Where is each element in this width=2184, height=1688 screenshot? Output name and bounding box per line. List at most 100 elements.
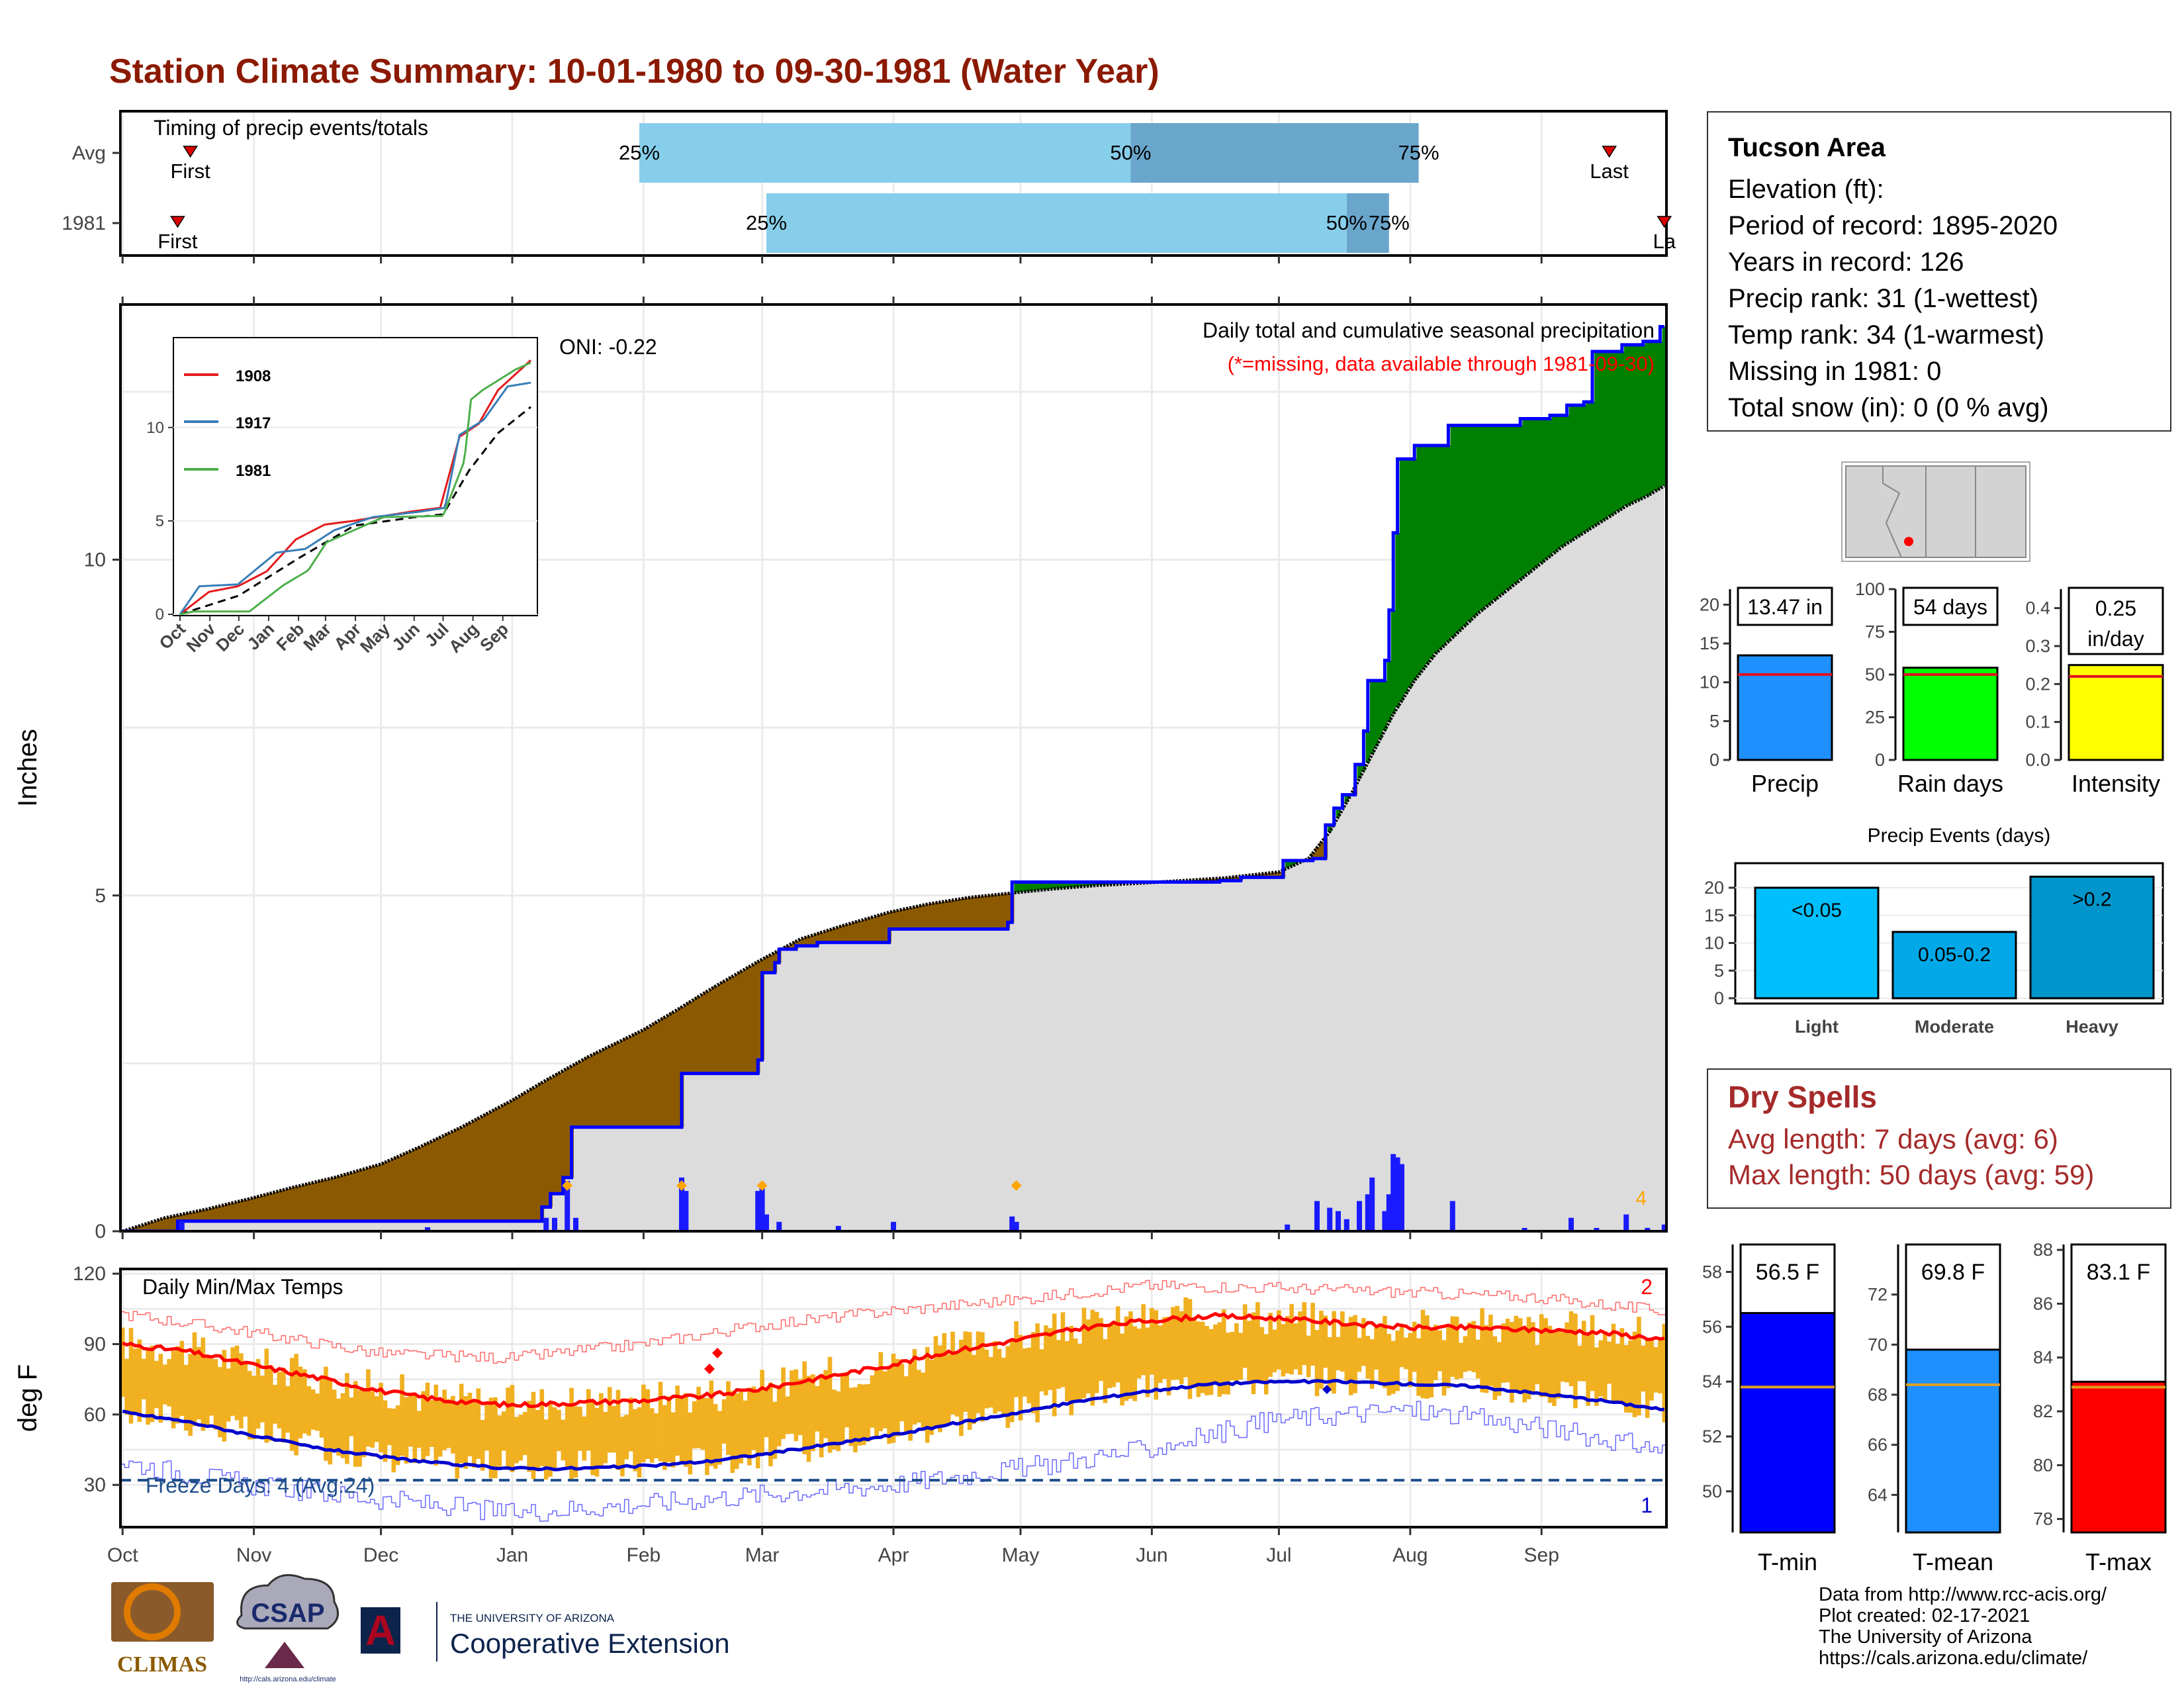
temp-summary-value-label: 83.1 F: [2087, 1260, 2150, 1285]
daily-temp-bar: [349, 1397, 354, 1436]
events-bar-label: <0.05: [1792, 900, 1842, 921]
dry-spells-avg: Avg length: 7 days (avg: 6): [1728, 1123, 2058, 1154]
daily-temp-bar: [967, 1332, 972, 1430]
temp-summary-y-tick-label: 50: [1702, 1481, 1722, 1501]
summary-value-box: [1737, 586, 1833, 626]
daily-temp-bar: [1150, 1307, 1154, 1375]
inset-legend-1908: 1908: [236, 367, 271, 385]
daily-temp-bar: [1162, 1317, 1167, 1379]
daily-temp-bar: [1314, 1330, 1320, 1397]
precip-title: Daily total and cumulative seasonal prec…: [1203, 318, 1655, 342]
daily-temp-bar: [192, 1332, 197, 1427]
temp-summary-y-tick-label: 72: [1868, 1285, 1888, 1305]
month-label: Dec: [363, 1544, 398, 1566]
temp-panel: 30 60 90 120 Oct Nov Dec Jan Feb Mar Apr May Jun Jul…: [13, 1263, 1668, 1566]
events-category-label: Heavy: [2066, 1017, 2118, 1037]
daily-temp-bar: [1365, 1336, 1371, 1379]
daily-temp-bar: [1569, 1311, 1574, 1387]
daily-temp-bar: [463, 1396, 468, 1469]
daily-temp-bar: [1077, 1343, 1082, 1401]
daily-temp-bar: [1649, 1338, 1654, 1401]
daily-temp-bar: [1437, 1330, 1442, 1372]
daily-temp-bar: [285, 1385, 291, 1433]
daily-temp-bar: [1056, 1340, 1061, 1389]
daily-temp-bar: [1285, 1316, 1290, 1374]
daily-temp-bar: [1213, 1324, 1218, 1385]
daily-precip-bar: [1365, 1194, 1371, 1231]
daily-temp-bar: [1323, 1315, 1328, 1368]
daily-precip-bar: [1394, 1157, 1400, 1231]
temp-y-tick-label: 120: [73, 1263, 106, 1285]
temp-summary-value-label: 69.8 F: [1921, 1260, 1985, 1285]
summary-y-tick-label: 25: [1865, 708, 1885, 727]
daily-temp-bar: [675, 1385, 680, 1456]
daily-temp-bar: [1277, 1310, 1281, 1370]
daily-temp-bar: [768, 1382, 773, 1467]
daily-temp-bar: [1281, 1324, 1286, 1377]
daily-temp-bar: [997, 1348, 1002, 1412]
inset-series-line-1917: [179, 381, 531, 615]
daily-temp-bar: [124, 1358, 129, 1415]
summary-value-box: [2068, 586, 2164, 655]
daily-temp-bar: [387, 1408, 392, 1446]
daily-temp-bar: [980, 1332, 985, 1422]
daily-temp-bar: [1289, 1303, 1294, 1375]
summary-bar-label: Intensity: [2071, 770, 2160, 797]
daily-temp-bar: [345, 1373, 349, 1464]
daily-temp-bar: [938, 1345, 942, 1432]
daily-temp-bar: [239, 1353, 244, 1429]
events-category-label: Light: [1795, 1017, 1839, 1037]
timing-bar-q1: [766, 193, 1347, 253]
precip-y-tick-label: 0: [95, 1221, 106, 1243]
daily-precip-bar: [1382, 1211, 1388, 1231]
daily-temp-bar: [1259, 1327, 1265, 1383]
daily-temp-bar: [578, 1407, 582, 1451]
daily-temp-bar: [501, 1411, 506, 1451]
temp-summary-y-tick-label: 70: [1868, 1335, 1888, 1354]
daily-temp-bar: [328, 1380, 333, 1465]
daily-temp-bar: [1158, 1325, 1163, 1383]
summary-y-tick-label: 5: [1709, 711, 1719, 731]
daily-precip-bar: [1594, 1227, 1600, 1231]
daily-temp-bar: [1404, 1337, 1408, 1370]
daily-temp-bar: [506, 1387, 510, 1468]
daily-temp-bar: [1208, 1329, 1214, 1395]
daily-temp-bar: [751, 1386, 756, 1450]
summary-value-label: 54 days: [1913, 595, 1987, 619]
daily-temp-bar: [1518, 1318, 1523, 1395]
summary-value-label: 13.47 in: [1747, 595, 1823, 619]
timing-row-label-1981: 1981: [62, 212, 106, 234]
month-label: Oct: [107, 1544, 138, 1566]
daily-temp-bar: [1094, 1311, 1099, 1393]
daily-temp-bar: [620, 1417, 625, 1477]
daily-temp-bar: [514, 1417, 519, 1464]
daily-temp-bar: [603, 1411, 608, 1464]
daily-temp-bar: [1441, 1340, 1447, 1396]
daily-temp-bar: [1547, 1325, 1553, 1403]
map-state-nm: [1925, 465, 1976, 558]
events-bar-Moderate: [1891, 931, 2017, 1000]
daily-temp-bar: [1429, 1331, 1434, 1398]
daily-temp-bar: [243, 1361, 248, 1417]
daily-temp-bar: [739, 1391, 743, 1464]
daily-temp-bar: [1467, 1322, 1472, 1371]
daily-temp-bar: [1641, 1345, 1646, 1392]
daily-temp-bar: [1073, 1338, 1078, 1403]
daily-temp-bar: [1187, 1299, 1193, 1399]
daily-temp-bar: [1611, 1323, 1616, 1403]
daily-temp-bar: [1107, 1325, 1112, 1389]
daily-temp-bar: [476, 1388, 481, 1459]
daily-precip-bar: [552, 1217, 557, 1231]
daily-temp-bar: [1327, 1337, 1332, 1391]
daily-temp-bar: [662, 1405, 667, 1470]
daily-temp-bar: [1242, 1304, 1248, 1368]
daily-temp-bar: [1607, 1341, 1612, 1384]
daily-temp-bar: [705, 1397, 709, 1476]
daily-temp-bar: [1505, 1319, 1510, 1383]
daily-temp-bar: [658, 1382, 663, 1462]
daily-temp-bar: [1471, 1321, 1477, 1372]
daily-temp-bar: [1496, 1342, 1502, 1396]
daily-temp-bar: [755, 1389, 760, 1469]
daily-temp-bar: [1383, 1316, 1387, 1388]
